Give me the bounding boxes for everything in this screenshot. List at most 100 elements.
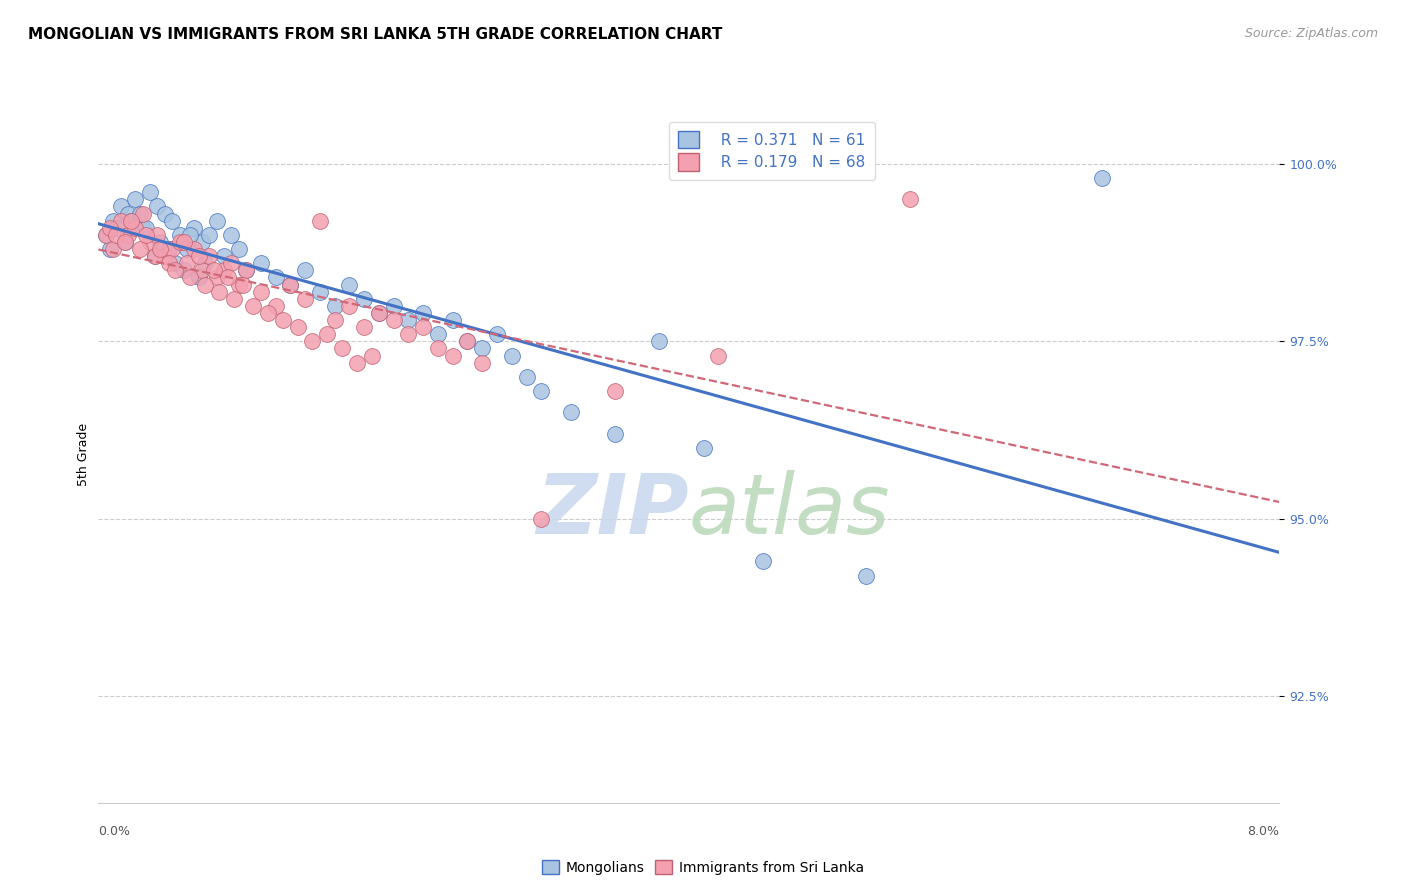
Point (179, 227, 201, 242)
Y-axis label: 5th Grade: 5th Grade (77, 424, 90, 486)
Point (212, 249, 235, 263)
Legend:   R = 0.371   N = 61,   R = 0.179   N = 68: R = 0.371 N = 61, R = 0.179 N = 68 (668, 121, 875, 180)
Point (110, 199, 132, 213)
Point (441, 349, 464, 363)
Point (337, 277, 360, 292)
Point (219, 227, 242, 242)
Point (426, 342, 449, 356)
Point (426, 327, 449, 342)
Point (114, 235, 136, 249)
Point (382, 313, 405, 327)
Point (208, 285, 231, 299)
Text: ZIP: ZIP (536, 470, 689, 551)
Point (316, 327, 339, 342)
Point (169, 227, 191, 242)
Point (94, 227, 117, 242)
Point (294, 263, 316, 277)
Point (323, 313, 346, 327)
Point (183, 242, 205, 256)
Point (194, 277, 217, 292)
Point (692, 441, 714, 455)
Point (232, 277, 254, 292)
Point (367, 306, 389, 320)
Point (165, 263, 187, 277)
Point (219, 256, 242, 270)
Point (412, 320, 434, 334)
Point (202, 263, 225, 277)
Point (367, 306, 389, 320)
Point (103, 242, 125, 256)
Point (456, 334, 478, 349)
Point (146, 227, 169, 242)
Point (257, 306, 280, 320)
Point (898, 192, 921, 206)
Point (235, 263, 257, 277)
Point (157, 256, 180, 270)
Point (471, 356, 494, 370)
Point (187, 270, 209, 285)
Point (346, 356, 368, 370)
Point (153, 206, 176, 220)
Point (530, 512, 553, 526)
Point (94, 227, 117, 242)
Point (287, 320, 309, 334)
Point (135, 220, 157, 235)
Point (501, 349, 523, 363)
Point (124, 220, 146, 235)
Point (173, 235, 195, 249)
Point (605, 384, 627, 398)
Point (530, 384, 553, 398)
Point (396, 327, 419, 342)
Text: 8.0%: 8.0% (1247, 825, 1279, 838)
Point (194, 256, 217, 270)
Point (264, 270, 287, 285)
Point (149, 235, 172, 249)
Point (330, 342, 353, 356)
Point (271, 313, 294, 327)
Point (353, 292, 375, 306)
Point (157, 242, 180, 256)
Point (190, 235, 214, 249)
Point (120, 213, 142, 227)
Point (228, 277, 250, 292)
Point (205, 213, 228, 227)
Point (128, 242, 150, 256)
Text: Source: ZipAtlas.com: Source: ZipAtlas.com (1244, 27, 1378, 40)
Point (124, 192, 146, 206)
Text: 0.0%: 0.0% (98, 825, 131, 838)
Point (396, 313, 419, 327)
Point (1091, 171, 1114, 186)
Point (217, 270, 239, 285)
Point (117, 206, 139, 220)
Point (110, 213, 132, 227)
Point (242, 299, 264, 313)
Text: atlas: atlas (689, 470, 890, 551)
Point (179, 270, 201, 285)
Point (456, 334, 478, 349)
Point (471, 342, 494, 356)
Point (294, 292, 316, 306)
Point (198, 249, 221, 263)
Point (176, 256, 198, 270)
Point (205, 270, 228, 285)
Point (353, 320, 375, 334)
Point (198, 227, 221, 242)
Point (105, 227, 128, 242)
Point (648, 334, 671, 349)
Point (337, 299, 360, 313)
Point (441, 313, 464, 327)
Point (751, 554, 773, 568)
Point (323, 299, 346, 313)
Point (212, 263, 235, 277)
Point (153, 249, 176, 263)
Point (143, 249, 166, 263)
Point (250, 256, 273, 270)
Point (183, 220, 205, 235)
Point (360, 349, 382, 363)
Point (224, 292, 246, 306)
Point (135, 227, 157, 242)
Point (264, 299, 287, 313)
Point (173, 263, 195, 277)
Point (143, 249, 166, 263)
Point (855, 568, 877, 582)
